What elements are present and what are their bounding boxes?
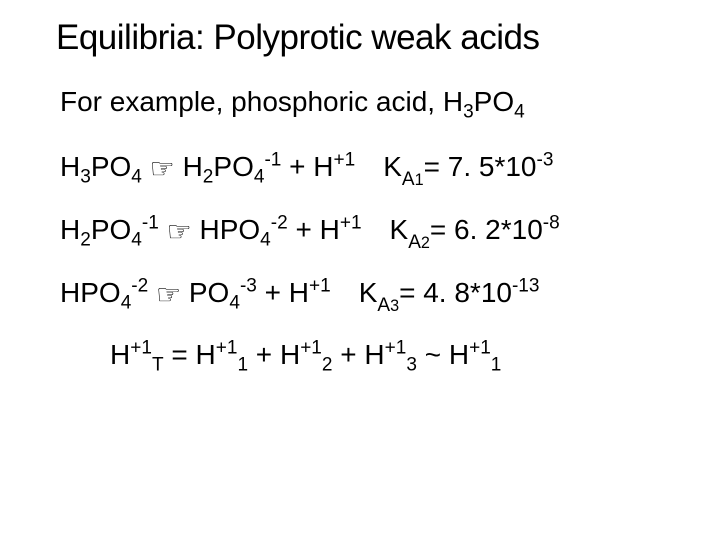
- sup: -1: [264, 150, 281, 171]
- t: PO: [213, 151, 253, 182]
- t: 3: [390, 297, 399, 315]
- sup: +1: [130, 338, 152, 359]
- equation-3: HPO4-2 ☞ PO4-3 + H+1 KA3= 4. 8*10-13: [60, 276, 680, 309]
- sub: A2: [408, 232, 430, 253]
- sub: A3: [377, 295, 399, 316]
- equation-2: H2PO4-1 ☞ HPO4-2 + H+1 KA2= 6. 2*10-8: [60, 213, 680, 246]
- sup: +1: [216, 338, 238, 359]
- slide: Equilibria: Polyprotic weak acids For ex…: [0, 0, 720, 371]
- sub: 2: [80, 230, 91, 251]
- t: PO: [189, 277, 229, 308]
- t: H: [110, 339, 130, 370]
- arrow-icon: ☞: [156, 278, 181, 311]
- equation-3-left: HPO4-2 ☞ PO4-3 + H+1: [60, 276, 331, 309]
- arrow-icon: ☞: [167, 215, 192, 248]
- t: H: [280, 339, 300, 370]
- sup: +1: [334, 150, 356, 171]
- t: ~: [417, 339, 449, 370]
- equation-1: H3PO4 ☞ H2PO4-1 + H+1 KA1= 7. 5*10-3: [60, 150, 680, 183]
- sub: 4: [229, 293, 240, 314]
- sup: -8: [543, 213, 560, 234]
- sub: T: [152, 355, 164, 376]
- sub: A1: [402, 169, 424, 190]
- formula-mid: PO: [474, 86, 514, 117]
- equation-1-k: KA1= 7. 5*10-3: [383, 151, 553, 183]
- t: +: [332, 339, 364, 370]
- t: HPO: [199, 214, 260, 245]
- t: = 4. 8*10: [399, 277, 512, 308]
- sub: 3: [80, 167, 91, 188]
- t: K: [359, 277, 378, 308]
- sup: -13: [512, 276, 540, 297]
- sub: 4: [131, 167, 142, 188]
- t: = 6. 2*10: [430, 214, 543, 245]
- sub: 4: [260, 230, 271, 251]
- equation-1-left: H3PO4 ☞ H2PO4-1 + H+1: [60, 150, 355, 183]
- t: = 7. 5*10: [424, 151, 537, 182]
- sup: +1: [385, 338, 407, 359]
- t: K: [383, 151, 402, 182]
- t: H: [60, 151, 80, 182]
- sup: -1: [142, 213, 159, 234]
- t: PO: [91, 214, 131, 245]
- sub: 2: [203, 167, 214, 188]
- equation-3-k: KA3= 4. 8*10-13: [359, 277, 540, 309]
- subtitle: For example, phosphoric acid, H3PO4: [60, 86, 680, 118]
- t: H: [364, 339, 384, 370]
- sub: 3: [463, 102, 474, 123]
- summary-equation: H+1T = H+11 + H+12 + H+13 ~ H+11: [110, 339, 680, 371]
- sup: -2: [131, 276, 148, 297]
- sub: 4: [254, 167, 265, 188]
- t: HPO: [60, 277, 121, 308]
- t: A: [408, 232, 421, 253]
- sup: +1: [309, 276, 331, 297]
- sub: 3: [406, 355, 417, 376]
- t: + H: [257, 277, 309, 308]
- t: + H: [288, 214, 340, 245]
- slide-title: Equilibria: Polyprotic weak acids: [56, 18, 680, 58]
- t: +: [248, 339, 280, 370]
- t: H: [196, 339, 216, 370]
- sub: 4: [121, 293, 132, 314]
- sub: 1: [491, 355, 502, 376]
- t: 1: [415, 171, 424, 189]
- t: H: [449, 339, 469, 370]
- t: A: [377, 295, 390, 316]
- sub: 2: [322, 355, 333, 376]
- t: PO: [91, 151, 131, 182]
- sub: 4: [514, 102, 525, 123]
- equation-2-k: KA2= 6. 2*10-8: [390, 214, 560, 246]
- sup: +1: [469, 338, 491, 359]
- sub: 4: [131, 230, 142, 251]
- equation-2-left: H2PO4-1 ☞ HPO4-2 + H+1: [60, 213, 362, 246]
- t: H: [60, 214, 80, 245]
- subtitle-text: For example, phosphoric acid, H: [60, 86, 463, 117]
- sup: -2: [271, 213, 288, 234]
- t: 2: [421, 234, 430, 252]
- sup: -3: [240, 276, 257, 297]
- sub: 1: [237, 355, 248, 376]
- sup: +1: [300, 338, 322, 359]
- t: H: [183, 151, 203, 182]
- sup: -3: [536, 150, 553, 171]
- sup: +1: [340, 213, 362, 234]
- t: A: [402, 169, 415, 190]
- t: =: [164, 339, 196, 370]
- t: K: [390, 214, 409, 245]
- t: + H: [281, 151, 333, 182]
- arrow-icon: ☞: [150, 152, 175, 185]
